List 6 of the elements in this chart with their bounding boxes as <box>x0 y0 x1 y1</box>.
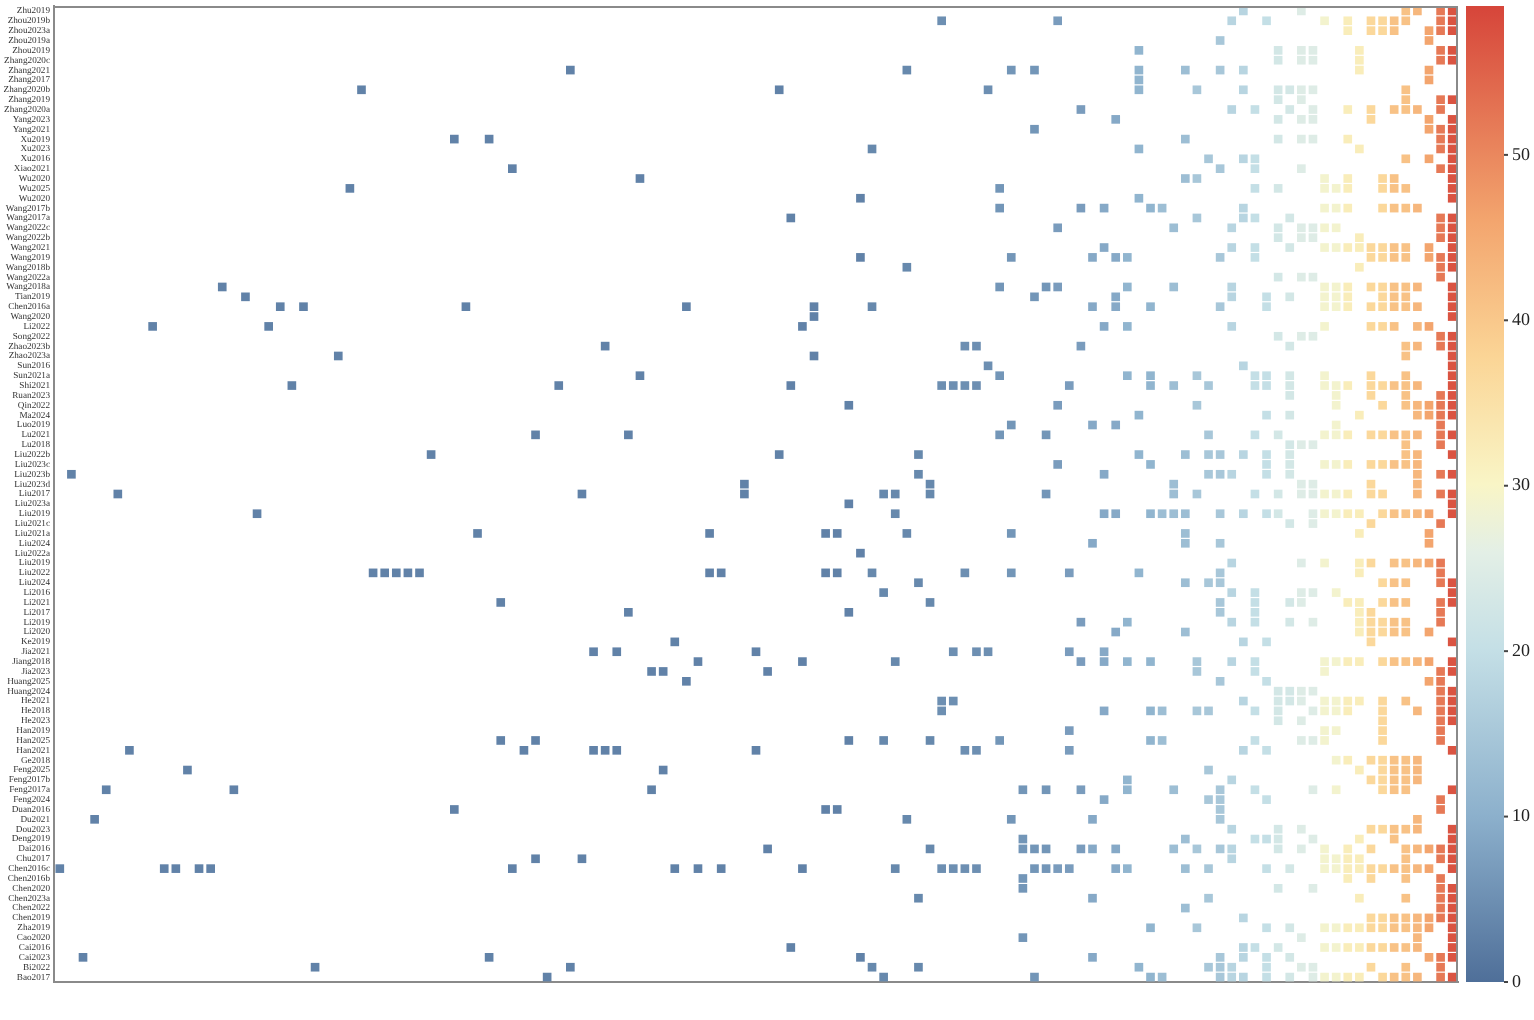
color-bar-label: 0 <box>1512 970 1522 991</box>
color-bar-label: 30 <box>1512 474 1531 495</box>
color-bar-label: 10 <box>1512 805 1531 826</box>
color-bar-label: 40 <box>1512 309 1531 330</box>
color-bar-label: 50 <box>1512 143 1531 164</box>
color-bar-label: 20 <box>1512 639 1531 660</box>
